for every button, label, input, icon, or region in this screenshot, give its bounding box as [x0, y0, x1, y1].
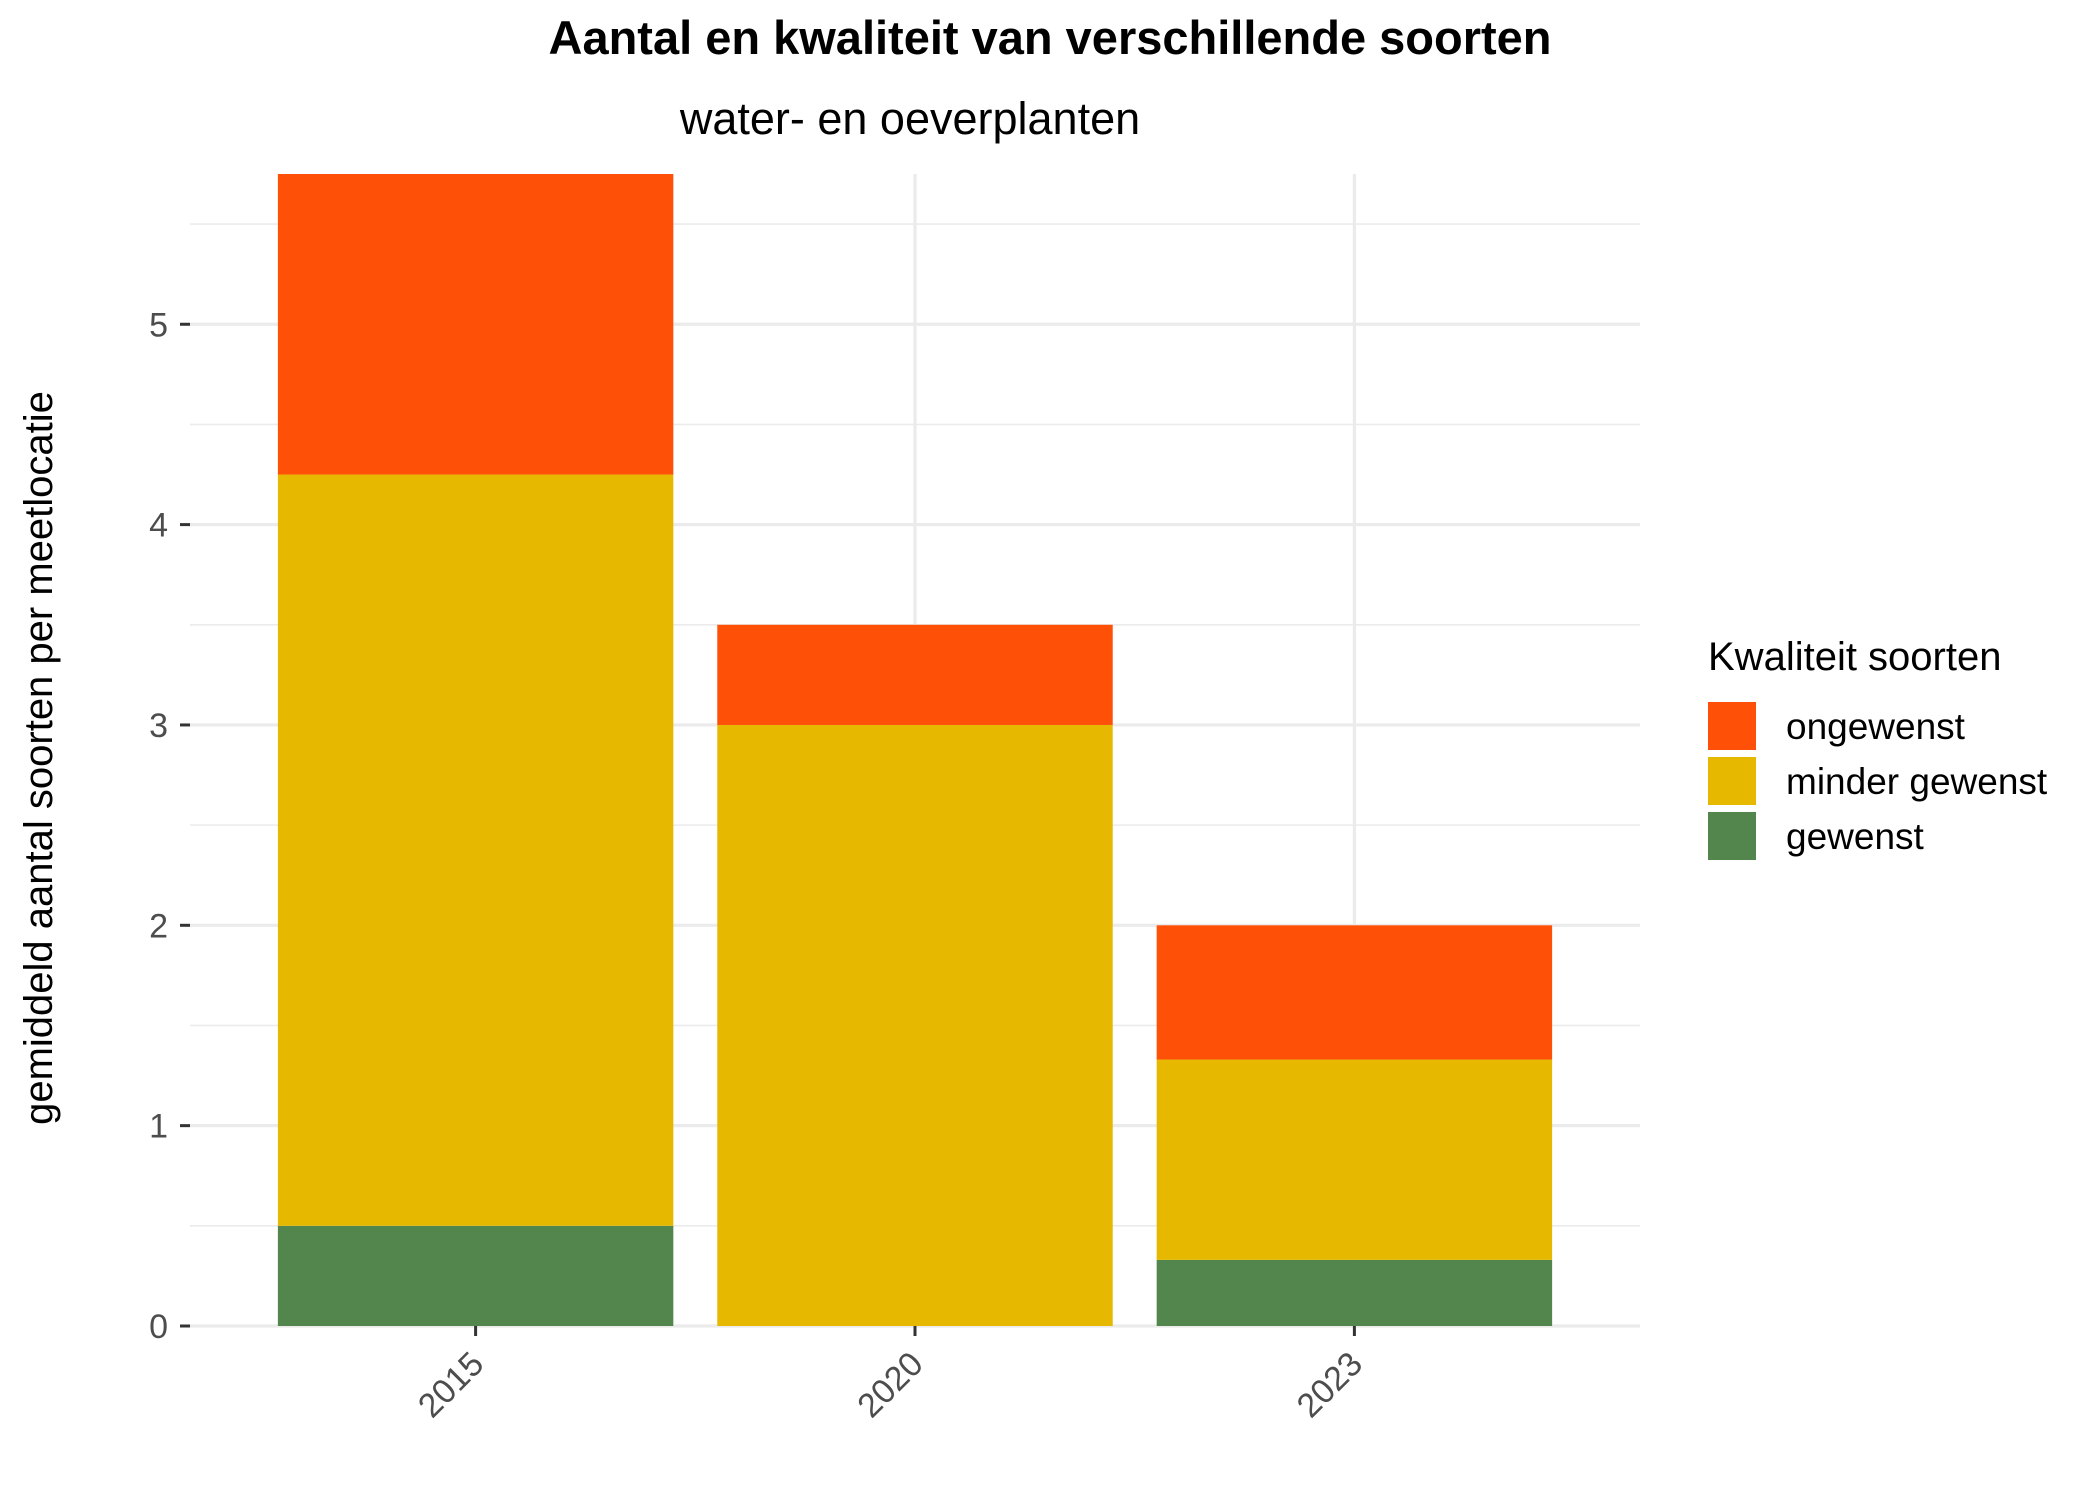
legend-swatch — [1708, 812, 1756, 860]
legend-label: gewenst — [1786, 816, 1925, 857]
bar-ongewenst-2015 — [277, 174, 674, 475]
legend: Kwaliteit soorten ongewenst minder gewens… — [1708, 635, 2048, 860]
bar-minder-gewenst-2023 — [1156, 1059, 1553, 1260]
y-tick-label: 4 — [149, 507, 168, 545]
bar-gewenst-2015 — [277, 1225, 674, 1326]
y-tick-label: 3 — [149, 707, 168, 745]
chart-subtitle: water- en oeverplanten — [679, 93, 1140, 144]
bar-gewenst-2023 — [1156, 1259, 1553, 1326]
bars — [277, 174, 1553, 1326]
y-tick-label: 0 — [149, 1308, 168, 1346]
legend-label: minder gewenst — [1786, 761, 2048, 802]
x-tick-label: 2015 — [411, 1345, 491, 1425]
legend-swatch — [1708, 757, 1756, 805]
bar-ongewenst-2023 — [1156, 925, 1553, 1060]
bar-ongewenst-2020 — [717, 624, 1113, 725]
y-tick-label: 2 — [149, 907, 168, 945]
y-tick-label: 5 — [149, 306, 168, 344]
x-tick-label: 2023 — [1290, 1345, 1370, 1425]
y-tick-label: 1 — [149, 1108, 168, 1146]
bar-minder-gewenst-2015 — [277, 474, 674, 1226]
chart-title: Aantal en kwaliteit van verschillende so… — [549, 11, 1552, 64]
legend-title: Kwaliteit soorten — [1708, 635, 2001, 679]
legend-swatch — [1708, 702, 1756, 750]
legend-label: ongewenst — [1786, 706, 1966, 747]
y-axis-title: gemiddeld aantal soorten per meetlocatie — [17, 391, 61, 1125]
x-tick-label: 2020 — [850, 1345, 930, 1425]
bar-minder-gewenst-2020 — [717, 724, 1113, 1326]
